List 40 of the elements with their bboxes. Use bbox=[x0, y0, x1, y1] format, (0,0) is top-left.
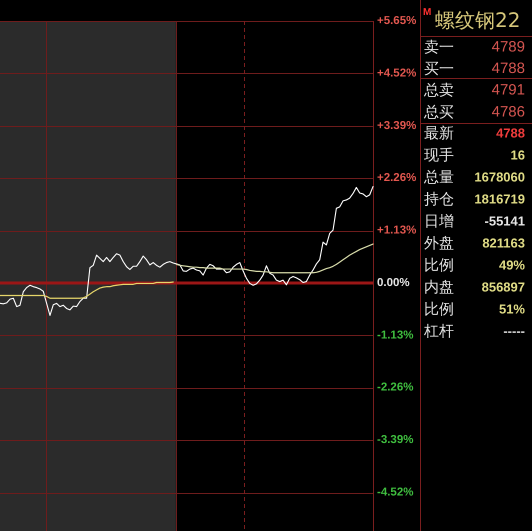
row-label: 外盘 bbox=[424, 234, 454, 252]
row-value: 1816719 bbox=[474, 192, 525, 206]
y-tick-label: 0.00% bbox=[377, 276, 410, 289]
y-tick-label: +1.13% bbox=[377, 224, 416, 237]
row-value: 856897 bbox=[482, 280, 525, 294]
row-label: 卖一 bbox=[424, 38, 454, 56]
row-label: 总量 bbox=[424, 168, 454, 186]
row-label: 买一 bbox=[424, 60, 454, 78]
row-value: ----- bbox=[503, 324, 525, 338]
row-value: 51% bbox=[498, 302, 525, 316]
y-tick-label: +3.39% bbox=[377, 120, 416, 132]
row-label: 最新 bbox=[424, 124, 454, 142]
row-value: 4786 bbox=[492, 104, 525, 120]
row-value: 16 bbox=[510, 148, 525, 162]
row-label: 内盘 bbox=[424, 278, 454, 296]
row-label: 比例 bbox=[424, 300, 454, 318]
row-label: 总卖 bbox=[424, 81, 454, 99]
row-value: -55141 bbox=[484, 214, 525, 228]
title: 螺纹钢22 bbox=[435, 8, 520, 32]
y-tick-label: -3.39% bbox=[377, 434, 414, 446]
y-tick-label: +2.26% bbox=[377, 172, 416, 184]
row-label: 总买 bbox=[424, 103, 454, 121]
note: M bbox=[423, 7, 432, 18]
row-label: 持仓 bbox=[424, 190, 454, 208]
row-label: 日增 bbox=[424, 212, 454, 230]
row-value: 4789 bbox=[492, 38, 525, 56]
row-label: 比例 bbox=[424, 256, 454, 274]
y-tick-label: -1.13% bbox=[377, 329, 414, 342]
row-label: 现手 bbox=[424, 146, 454, 164]
row-value: 4788 bbox=[492, 60, 525, 77]
row-value: 821163 bbox=[482, 236, 525, 250]
row-value: 49% bbox=[498, 258, 525, 272]
row-value: 4791 bbox=[492, 82, 525, 98]
y-tick-label: +4.52% bbox=[377, 67, 416, 80]
row-label: 杠杆 bbox=[424, 322, 454, 340]
y-tick-label: +5.65% bbox=[377, 15, 416, 27]
row-value: 1678060 bbox=[474, 170, 525, 184]
y-tick-label: -4.52% bbox=[377, 486, 414, 499]
row-value: 4788 bbox=[496, 126, 525, 140]
y-tick-label: -2.26% bbox=[377, 382, 414, 394]
